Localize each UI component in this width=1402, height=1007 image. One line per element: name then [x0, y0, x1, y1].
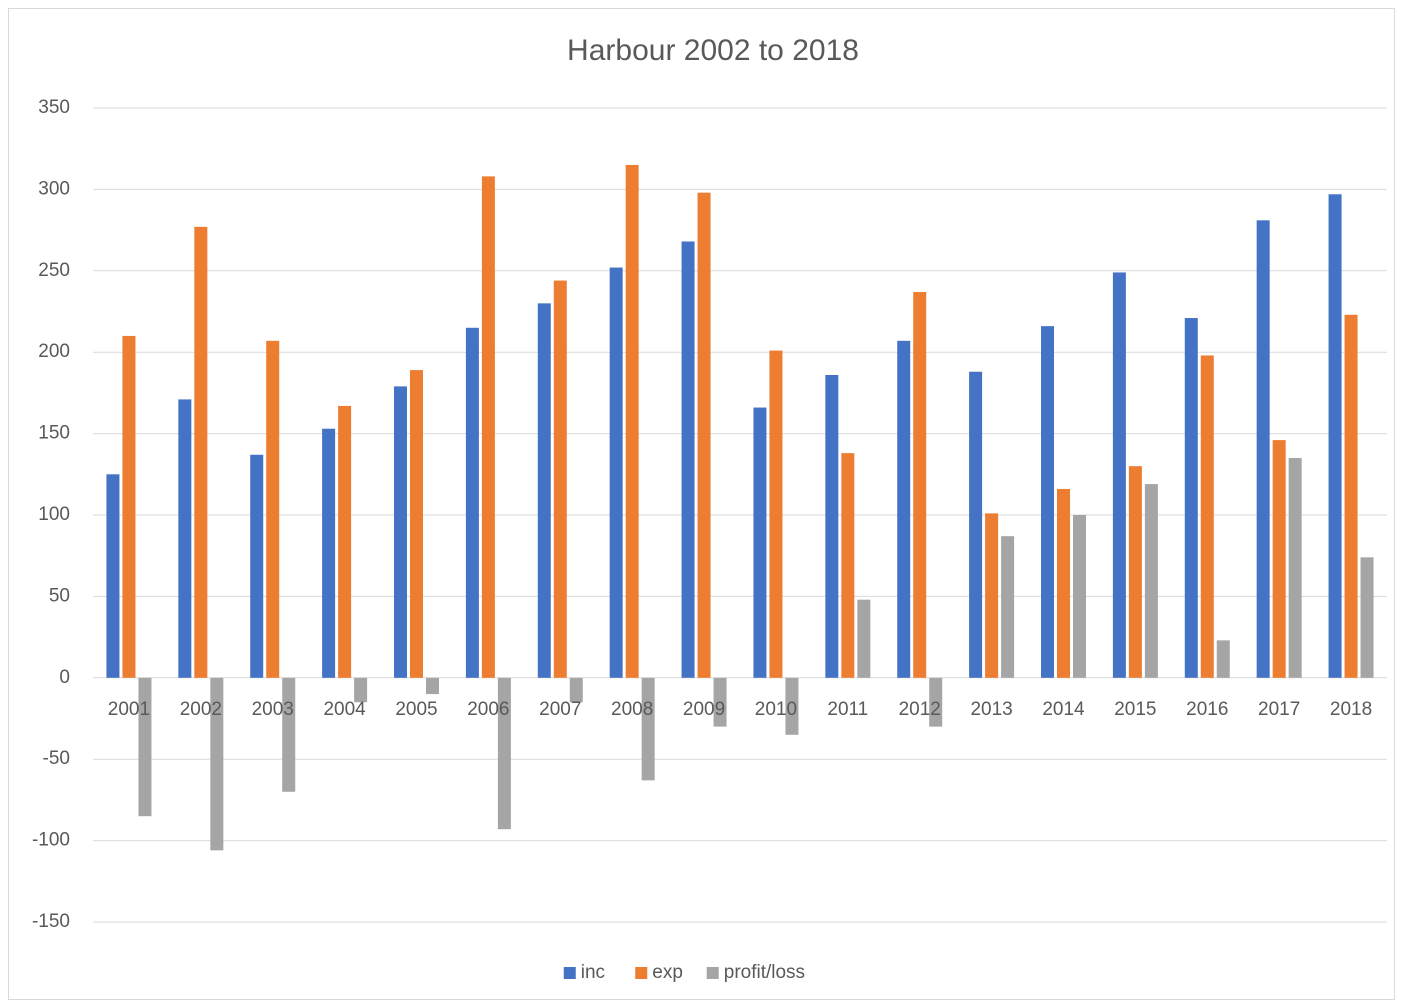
- bar: [769, 350, 783, 678]
- bar: [785, 677, 799, 735]
- bar: [1288, 458, 1302, 678]
- bar: [569, 677, 583, 703]
- x-tick-label: 2006: [467, 699, 509, 720]
- bar: [497, 677, 511, 830]
- legend-label: exp: [652, 962, 683, 983]
- y-tick-label: 100: [38, 504, 70, 525]
- bar: [354, 677, 368, 703]
- y-tick-label: 350: [38, 97, 70, 118]
- bar: [282, 677, 296, 792]
- legend-label: inc: [581, 962, 605, 983]
- bar: [410, 370, 423, 678]
- bar: [1216, 640, 1230, 678]
- x-tick-label: 2017: [1258, 699, 1300, 720]
- x-tick-label: 2003: [252, 699, 294, 720]
- bar: [1272, 440, 1286, 678]
- bar: [985, 513, 999, 678]
- bar: [1041, 326, 1054, 678]
- x-tick-label: 2012: [899, 699, 941, 720]
- y-tick-label: 0: [59, 667, 70, 688]
- bar: [1256, 220, 1270, 678]
- bar: [1057, 488, 1070, 678]
- y-tick-label: 300: [38, 178, 70, 199]
- x-tick-label: 2010: [755, 699, 797, 720]
- bar: [609, 267, 623, 678]
- bar: [465, 327, 479, 678]
- y-tick-label: -100: [32, 830, 70, 851]
- bar: [1184, 318, 1198, 678]
- bar: [1200, 355, 1214, 678]
- x-tick-label: 2011: [827, 699, 868, 720]
- bar: [106, 474, 120, 678]
- legend-swatch: [706, 967, 719, 979]
- legend-swatch: [635, 967, 648, 979]
- bar: [394, 386, 407, 678]
- x-tick-label: 2013: [970, 699, 1012, 720]
- bar: [1360, 557, 1374, 678]
- bar: [969, 371, 983, 678]
- y-tick-label: 50: [49, 585, 70, 606]
- bar: [753, 407, 767, 678]
- bar: [857, 599, 871, 678]
- x-tick-label: 2015: [1114, 699, 1156, 720]
- bar: [194, 226, 208, 678]
- bar: [841, 453, 855, 678]
- x-tick-label: 2005: [395, 699, 437, 720]
- x-tick-label: 2014: [1042, 699, 1085, 720]
- bar: [553, 280, 567, 678]
- y-tick-label: 200: [38, 341, 70, 362]
- bar: [338, 405, 352, 678]
- x-tick-label: 2004: [323, 699, 366, 720]
- x-tick-label: 2008: [611, 699, 653, 720]
- y-tick-label: -50: [43, 748, 70, 769]
- bar: [929, 677, 943, 727]
- bar: [1128, 466, 1142, 678]
- grid: [93, 107, 1387, 923]
- bar: [1112, 272, 1126, 678]
- bar: [1001, 536, 1015, 678]
- bar: [426, 677, 439, 695]
- bar: [625, 164, 639, 678]
- bar: [697, 192, 711, 678]
- bar: [1073, 515, 1086, 678]
- chart-title: Harbour 2002 to 2018: [567, 34, 859, 67]
- bar: [825, 374, 839, 678]
- x-tick-label: 2001: [108, 699, 150, 720]
- bar: [641, 677, 655, 781]
- bar: [1144, 484, 1158, 678]
- x-tick-label: 2016: [1186, 699, 1228, 720]
- bar: [138, 677, 152, 817]
- bar: [537, 303, 551, 678]
- legend-swatch: [563, 967, 576, 979]
- y-tick-label: 150: [38, 423, 70, 444]
- bar: [250, 454, 264, 678]
- x-tick-label: 2009: [683, 699, 725, 720]
- bar: [178, 399, 192, 678]
- bar: [713, 677, 727, 727]
- bar: [681, 241, 695, 678]
- bar: [1344, 314, 1358, 678]
- bar: [481, 176, 495, 678]
- bar: [266, 340, 280, 678]
- x-tick-label: 2018: [1330, 699, 1372, 720]
- bar: [913, 291, 927, 678]
- bar: [210, 677, 224, 851]
- legend-label: profit/loss: [724, 962, 805, 983]
- bars: [106, 164, 1374, 851]
- bar: [322, 428, 336, 678]
- x-tick-label: 2002: [180, 699, 222, 720]
- bar: [1328, 194, 1342, 678]
- y-tick-label: -150: [32, 911, 70, 932]
- bar: [897, 340, 911, 678]
- x-tick-label: 2007: [539, 699, 581, 720]
- labels: -150 -100 -50 0 50 100 150 200 250 300 350 2001 2002…: [32, 97, 1372, 983]
- y-tick-label: 250: [38, 260, 70, 281]
- bar: [122, 335, 136, 678]
